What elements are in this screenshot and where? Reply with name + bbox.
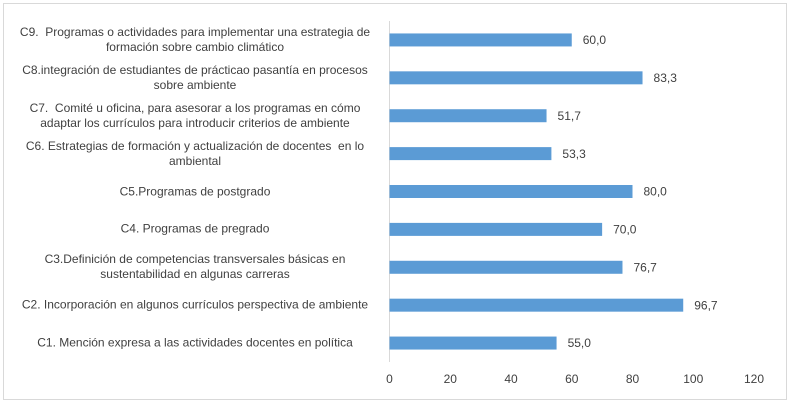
y-tick-label: C5.Programas de postgrado: [119, 184, 271, 198]
data-label: 60,0: [583, 33, 607, 47]
bar: [389, 298, 684, 312]
x-tick-label: 40: [504, 372, 518, 386]
bar: [389, 33, 572, 47]
bar: [389, 336, 557, 350]
bar: [389, 222, 603, 236]
x-tick-label: 100: [683, 372, 703, 386]
bar: [389, 109, 547, 123]
x-tick-label: 60: [565, 372, 579, 386]
data-label: 53,3: [562, 147, 586, 161]
x-tick-label: 120: [744, 372, 764, 386]
y-tick-label: C6. Estrategias de formación y actualiza…: [25, 138, 368, 168]
x-tick-label: 0: [386, 372, 393, 386]
bar: [389, 185, 633, 198]
data-label: 80,0: [644, 185, 668, 199]
y-tick-label: C2. Incorporación en algunos currículos …: [21, 297, 369, 312]
bar: [389, 71, 643, 85]
data-label: 83,3: [654, 71, 678, 85]
bar: [389, 147, 552, 161]
y-tick-label: C8.integración de estudiantes de práctic…: [22, 62, 375, 92]
data-label: 76,7: [633, 260, 657, 274]
y-tick-label: C4. Programas de pregrado: [120, 221, 270, 236]
data-label: 70,0: [613, 223, 637, 237]
data-label: 51,7: [558, 109, 582, 123]
y-tick-label: C3.Definición de competencias transversa…: [44, 252, 349, 282]
y-tick-label: C7. Comité u oficina, para asesorar a lo…: [29, 100, 364, 130]
data-label: 96,7: [694, 298, 718, 312]
x-tick-label: 80: [626, 372, 640, 386]
chart-border: [3, 3, 787, 400]
bar: [389, 260, 623, 274]
y-tick-label: C9. Programas o actividades para impleme…: [19, 24, 374, 54]
x-tick-label: 20: [444, 372, 458, 386]
data-label: 55,0: [568, 336, 592, 350]
y-tick-label: C1. Mención expresa a las actividades do…: [37, 335, 353, 350]
